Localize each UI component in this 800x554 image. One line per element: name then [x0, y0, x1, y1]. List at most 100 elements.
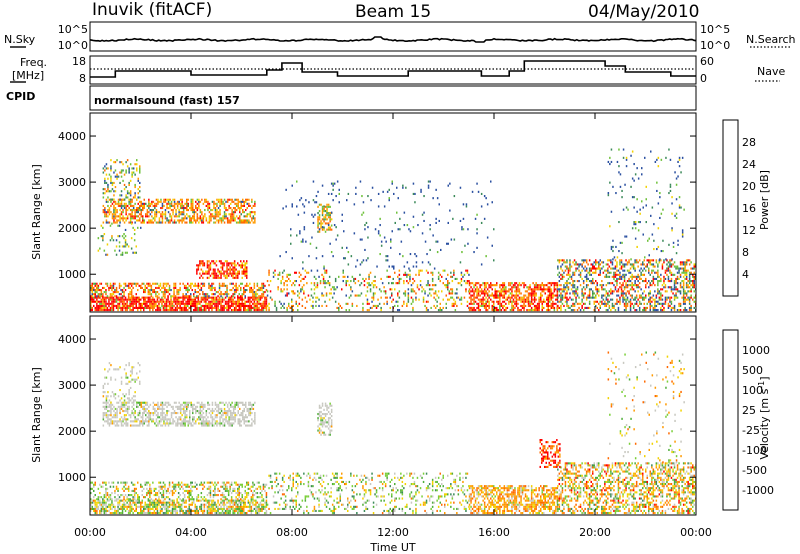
power-cell	[592, 265, 594, 268]
power-cell	[243, 268, 245, 271]
power-cell	[345, 302, 347, 305]
velocity-cell	[102, 503, 104, 506]
power-cell	[231, 209, 233, 212]
power-cell	[173, 207, 176, 210]
velocity-cell	[144, 501, 146, 504]
power-cell	[180, 302, 183, 305]
power-cell	[595, 300, 597, 303]
power-cell	[319, 282, 322, 285]
power-cell	[524, 290, 527, 293]
power-cell	[97, 293, 100, 296]
power-cell	[202, 221, 205, 224]
power-cell	[593, 292, 595, 295]
power-cell	[137, 226, 139, 229]
power-cell	[244, 296, 246, 299]
power-cell	[184, 217, 186, 220]
power-cell	[391, 282, 393, 285]
power-cell	[536, 306, 539, 309]
power-cell	[566, 265, 568, 268]
power-cell	[518, 292, 521, 295]
power-cell	[638, 309, 641, 312]
power-cell	[667, 275, 670, 278]
power-cell	[645, 204, 647, 207]
power-cell	[638, 275, 641, 278]
power-cell	[595, 280, 597, 283]
power-cell	[103, 298, 106, 301]
power-cell	[666, 259, 668, 262]
velocity-cell	[143, 505, 145, 508]
power-cell	[477, 292, 480, 295]
power-cell	[327, 222, 330, 225]
power-cell	[213, 217, 215, 220]
power-cell	[327, 205, 330, 208]
power-cell	[485, 255, 487, 258]
power-cell	[149, 293, 151, 296]
power-cell	[616, 277, 618, 280]
power-cell	[599, 306, 601, 309]
power-cell	[165, 306, 168, 309]
power-cell	[429, 263, 431, 266]
power-cell	[614, 286, 617, 289]
power-cell	[192, 215, 194, 218]
power-cell	[317, 224, 319, 227]
power-cell	[99, 295, 101, 298]
power-cell	[669, 304, 671, 307]
power-cell	[323, 207, 325, 210]
power-cell	[166, 198, 168, 201]
power-cell	[678, 267, 680, 270]
power-cell	[459, 298, 461, 301]
power-cell	[162, 291, 165, 294]
power-cell	[125, 169, 127, 172]
power-cell	[585, 296, 588, 299]
power-cell	[196, 217, 199, 220]
power-cell	[324, 286, 326, 289]
power-cell	[132, 286, 134, 289]
y-tick-label: 4000	[58, 130, 86, 143]
freq-tick-high: 18	[72, 55, 86, 68]
power-cell	[652, 294, 655, 297]
power-cell	[572, 290, 574, 293]
power-cell	[657, 290, 659, 293]
power-cell	[407, 292, 410, 295]
power-cell	[599, 304, 601, 307]
power-cell	[651, 300, 653, 303]
power-cell	[470, 309, 472, 312]
power-cell	[218, 298, 221, 301]
power-cell	[118, 304, 121, 307]
power-cell	[567, 267, 570, 270]
power-cell	[250, 304, 253, 307]
power-cell	[625, 165, 628, 168]
power-cell	[614, 280, 617, 283]
power-cell	[224, 306, 227, 309]
power-cell	[170, 302, 172, 305]
power-cell	[566, 280, 568, 283]
power-cell	[454, 300, 457, 303]
power-cell	[91, 289, 93, 292]
power-cell	[216, 204, 218, 207]
power-cell	[226, 209, 229, 212]
power-cell	[437, 277, 440, 280]
power-cell	[221, 262, 224, 265]
power-cell	[189, 219, 191, 222]
power-cell	[419, 280, 422, 283]
power-cell	[572, 282, 574, 285]
power-cell	[195, 207, 197, 210]
power-cell	[613, 275, 615, 278]
power-cell	[246, 270, 248, 273]
power-cell	[561, 259, 564, 262]
power-cell	[185, 300, 187, 303]
power-cell	[214, 217, 217, 220]
power-cell	[117, 204, 120, 207]
power-cell	[230, 304, 233, 307]
power-cell	[249, 302, 251, 305]
power-cell	[200, 286, 203, 289]
power-cell	[613, 290, 615, 293]
power-cell	[258, 302, 260, 305]
power-cell	[631, 294, 633, 297]
power-cell	[185, 296, 187, 299]
power-cell	[241, 262, 243, 265]
velocity-cell	[127, 503, 130, 506]
power-cell	[474, 309, 477, 312]
velocity-cell	[96, 503, 98, 506]
power-cell	[629, 284, 632, 287]
